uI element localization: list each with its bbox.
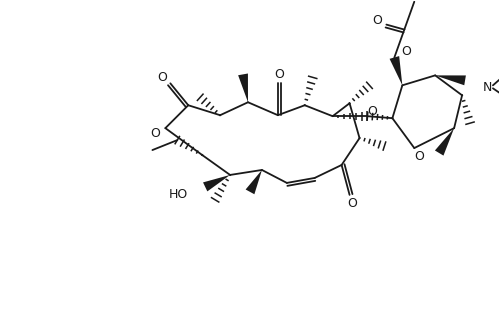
- Text: O: O: [402, 45, 411, 58]
- Text: HO: HO: [169, 188, 188, 201]
- Text: O: O: [274, 68, 284, 81]
- Text: O: O: [158, 71, 168, 84]
- Polygon shape: [246, 170, 262, 194]
- Text: O: O: [368, 105, 378, 118]
- Polygon shape: [435, 128, 454, 156]
- Polygon shape: [435, 75, 466, 85]
- Text: O: O: [372, 14, 382, 27]
- Polygon shape: [238, 74, 248, 102]
- Polygon shape: [203, 175, 230, 192]
- Text: N: N: [482, 81, 492, 94]
- Text: O: O: [414, 150, 424, 162]
- Polygon shape: [390, 56, 402, 85]
- Text: O: O: [348, 197, 358, 210]
- Text: O: O: [150, 127, 160, 140]
